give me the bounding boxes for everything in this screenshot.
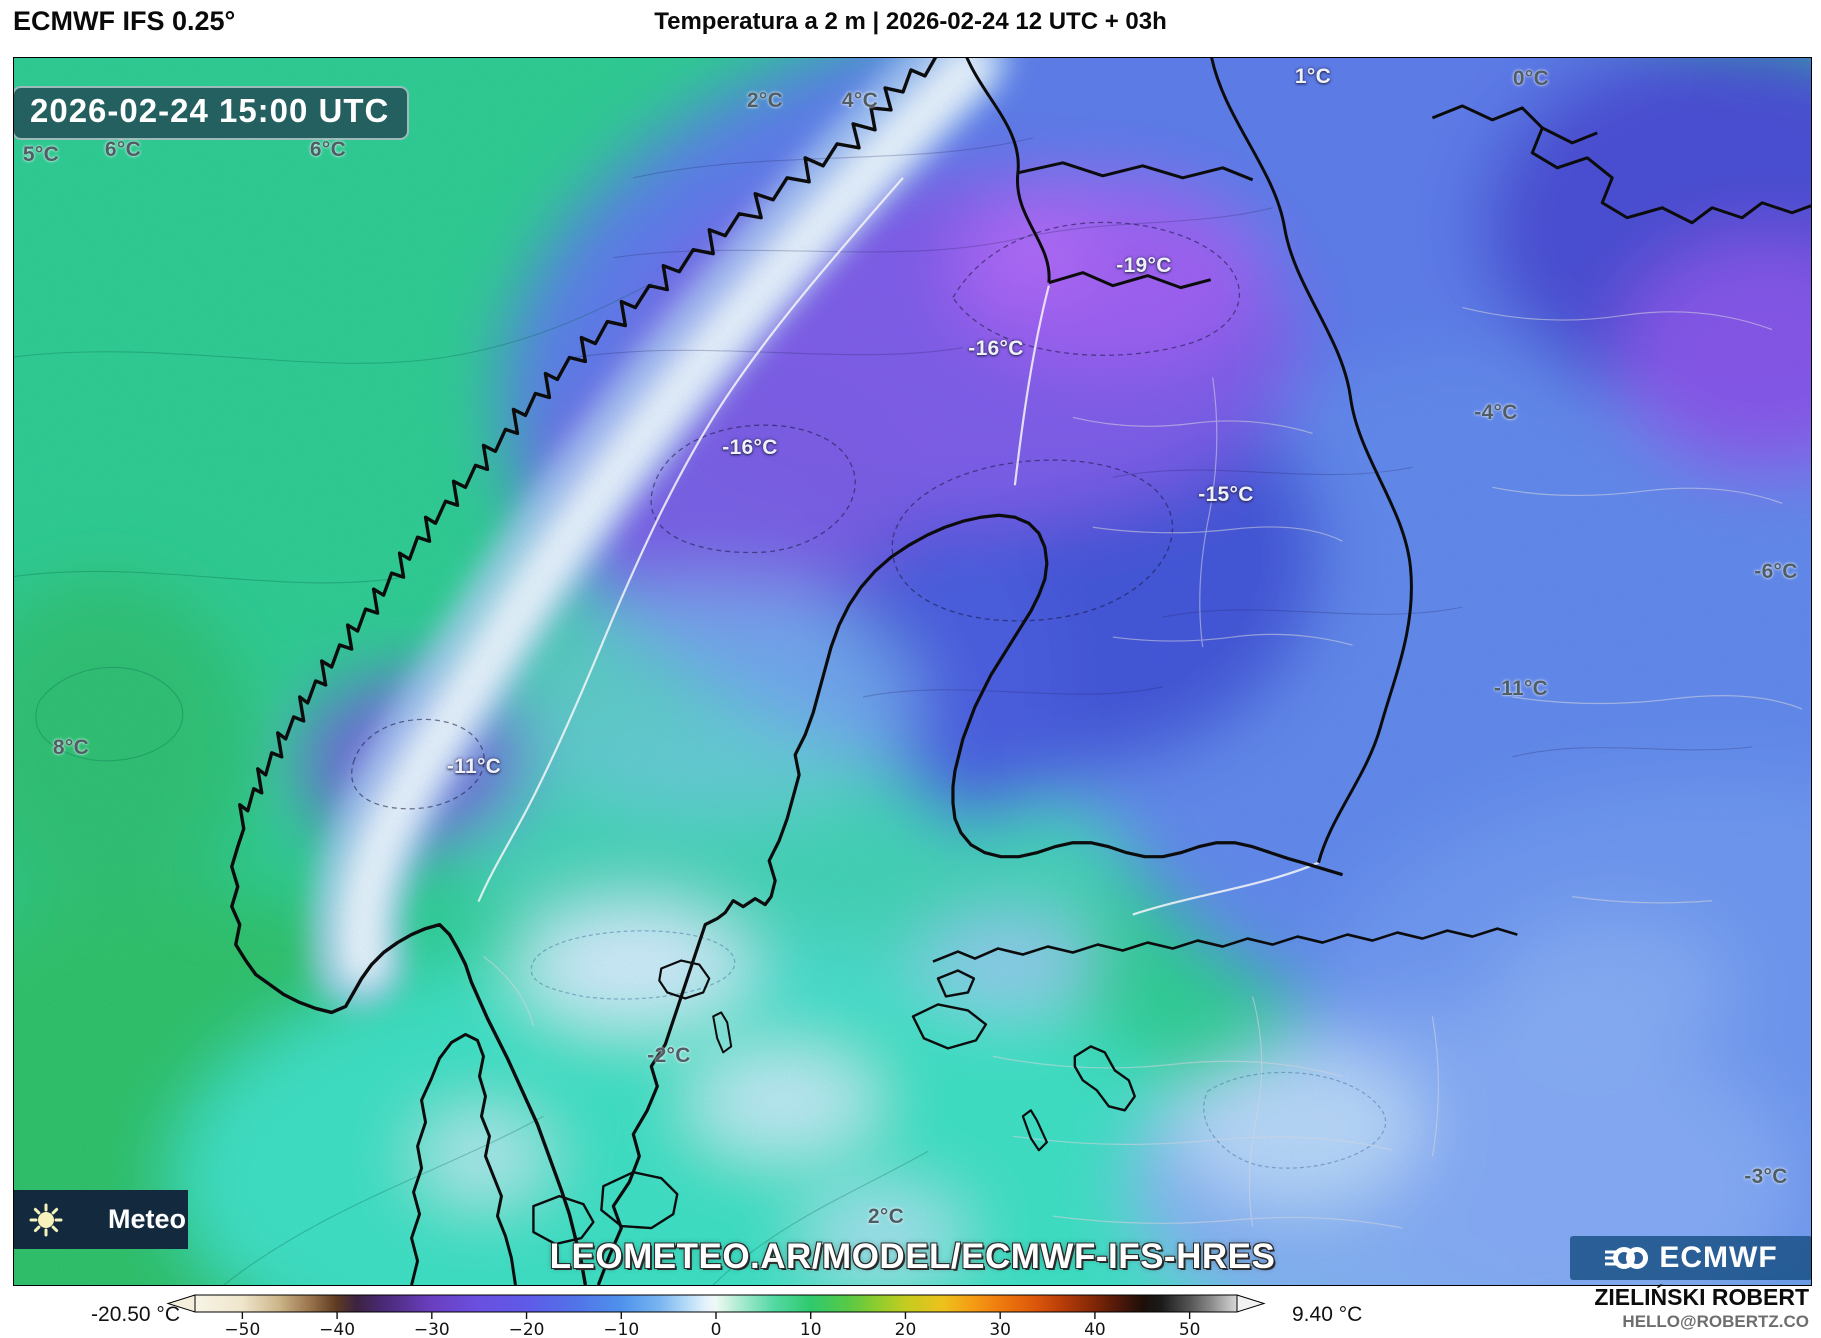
- temp-label: -3°C: [1744, 1165, 1788, 1188]
- ecmwf-wordmark: ECMWF: [1659, 1241, 1778, 1274]
- watermark: LEOMETEO.AR/MODEL/ECMWF-IFS-HRES: [549, 1237, 1276, 1276]
- model-label: ECMWF IFS 0.25°: [13, 6, 236, 36]
- timestamp-badge: 2026-02-24 15:00 UTC: [14, 86, 410, 140]
- site-logo: Meteo: [14, 1190, 188, 1249]
- credit-email: HELLO@ROBERTZ.CO: [1622, 1312, 1809, 1332]
- field-min-label: -20.50 °C: [91, 1303, 180, 1326]
- colorbar-left-arrow: [166, 1294, 196, 1313]
- temp-label: -2°C: [647, 1044, 691, 1067]
- colorbar-tick-label: 20: [895, 1320, 917, 1338]
- credits: ZIELIŃSKI ROBERT HELLO@ROBERTZ.CO: [1594, 1284, 1809, 1332]
- colorbar-tick-label: −10: [603, 1320, 639, 1338]
- colorbar-right-arrow: [1236, 1294, 1266, 1313]
- temperature-field-svg: [14, 58, 1811, 1285]
- temp-label: -4°C: [1474, 401, 1518, 424]
- colorbar-gradient: [194, 1294, 1238, 1313]
- colorbar-tick-label: −30: [414, 1320, 450, 1338]
- credit-name: ZIELIŃSKI ROBERT: [1594, 1284, 1809, 1310]
- colorbar: −50 −40 −30 −20 −10 0 10 20 30 40 50: [166, 1294, 1266, 1338]
- field-max-label: 9.40 °C: [1292, 1303, 1363, 1326]
- temp-label: 6°C: [309, 138, 347, 161]
- colorbar-tick-label: −20: [509, 1320, 545, 1338]
- colorbar-tick-label: 40: [1084, 1320, 1106, 1338]
- temp-label: -11°C: [446, 755, 502, 778]
- temp-label: -16°C: [722, 436, 778, 459]
- temp-label: 1°C: [1294, 65, 1332, 88]
- colorbar-tick-label: 30: [989, 1320, 1011, 1338]
- sun-icon: [29, 1203, 63, 1236]
- temp-label: 0°C: [1512, 67, 1550, 90]
- colorbar-tick-label: −40: [319, 1320, 355, 1338]
- temp-label: -15°C: [1198, 483, 1254, 506]
- temp-label: 2°C: [867, 1205, 905, 1228]
- temp-label: 2°C: [746, 89, 784, 112]
- ecmwf-logo: ECMWF: [1570, 1236, 1811, 1280]
- temp-label: 4°C: [841, 89, 879, 112]
- temp-label: -11°C: [1493, 677, 1549, 700]
- colorbar-tick-label: −50: [224, 1320, 260, 1338]
- temp-label: 8°C: [52, 736, 90, 759]
- temp-label: -16°C: [968, 337, 1024, 360]
- site-logo-text: Meteo: [108, 1204, 187, 1234]
- temp-label: -6°C: [1754, 560, 1798, 583]
- grain-texture: [14, 58, 1811, 1285]
- colorbar-ticks: −50 −40 −30 −20 −10 0 10 20 30 40 50: [224, 1312, 1200, 1338]
- page-title: Temperatura a 2 m | 2026-02-24 12 UTC + …: [654, 8, 1167, 35]
- colorbar-tick-label: 0: [711, 1320, 722, 1338]
- colorbar-tick-label: 10: [800, 1320, 822, 1338]
- temp-label: -19°C: [1116, 254, 1172, 277]
- temp-label: 5°C: [22, 143, 60, 166]
- temp-label: 6°C: [104, 138, 142, 161]
- colorbar-tick-label: 50: [1179, 1320, 1201, 1338]
- ecmwf-rings-icon: [1605, 1247, 1649, 1269]
- temperature-map: 2026-02-24 15:00 UTC 5°C 6°C 6°C 2°C 4°C 1°C 0…: [13, 57, 1812, 1286]
